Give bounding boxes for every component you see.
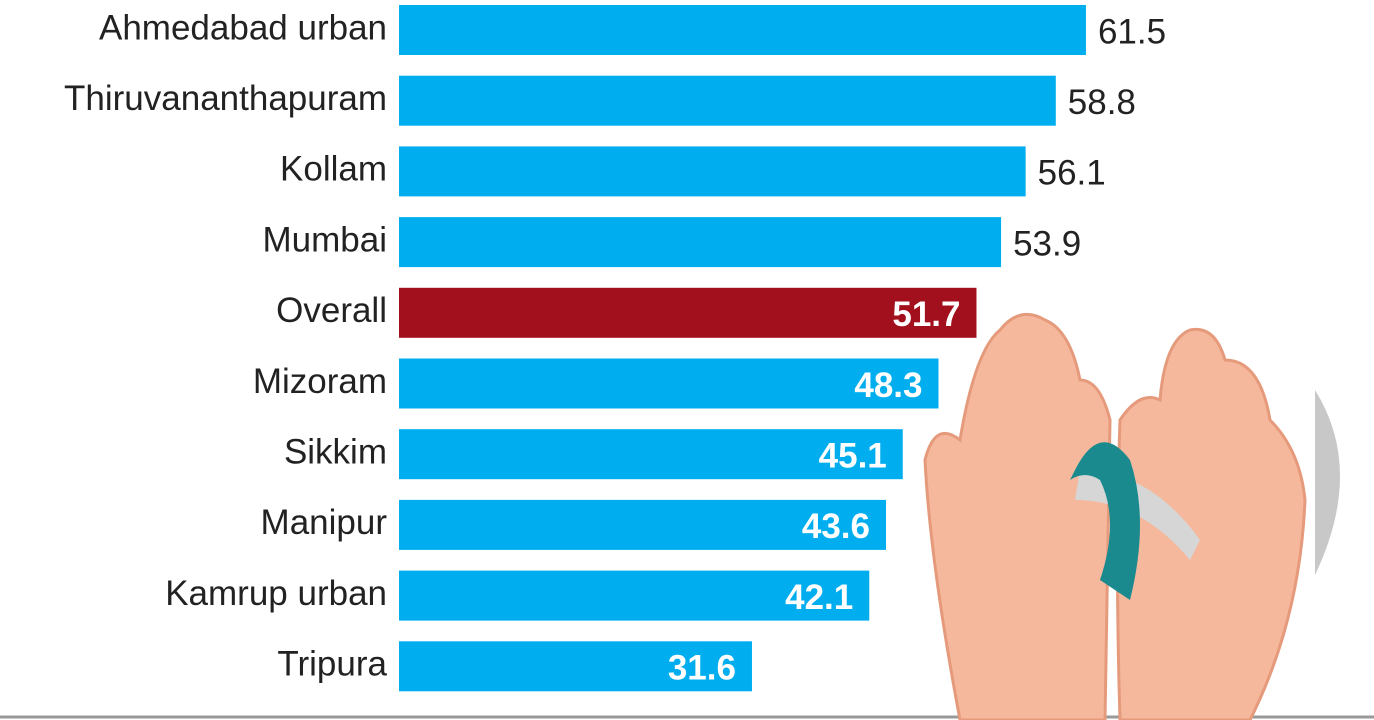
category-label: Overall [276,291,387,330]
chart: Ahmedabad urban 61.5 Thiruvananthapuram 58.… [0,0,1374,720]
category-label: Manipur [261,503,388,542]
value-label: 53.9 [1013,224,1081,263]
value-label: 31.6 [668,649,736,688]
value-label: 51.7 [892,295,960,334]
value-label: 56.1 [1038,154,1106,193]
category-label: Ahmedabad urban [99,8,387,47]
category-label: Mizoram [253,362,387,401]
value-label: 61.5 [1098,12,1166,51]
category-label: Sikkim [284,432,387,471]
value-label: 48.3 [854,366,922,405]
illustration [925,314,1340,720]
bar [399,217,1001,267]
value-label: 43.6 [802,507,870,546]
value-label: 58.8 [1068,83,1136,122]
value-label: 45.1 [819,436,887,475]
bar [399,288,976,338]
bar [399,76,1056,126]
value-label: 42.1 [785,578,853,617]
category-label: Mumbai [263,220,387,259]
decor-shape [1315,390,1340,575]
category-label: Thiruvananthapuram [64,79,387,118]
bar [399,5,1086,55]
bar [399,146,1026,196]
category-label: Kamrup urban [165,574,387,613]
right-hand [1118,329,1306,720]
category-label: Tripura [277,645,387,684]
left-hand [925,314,1110,720]
category-label: Kollam [280,150,387,189]
